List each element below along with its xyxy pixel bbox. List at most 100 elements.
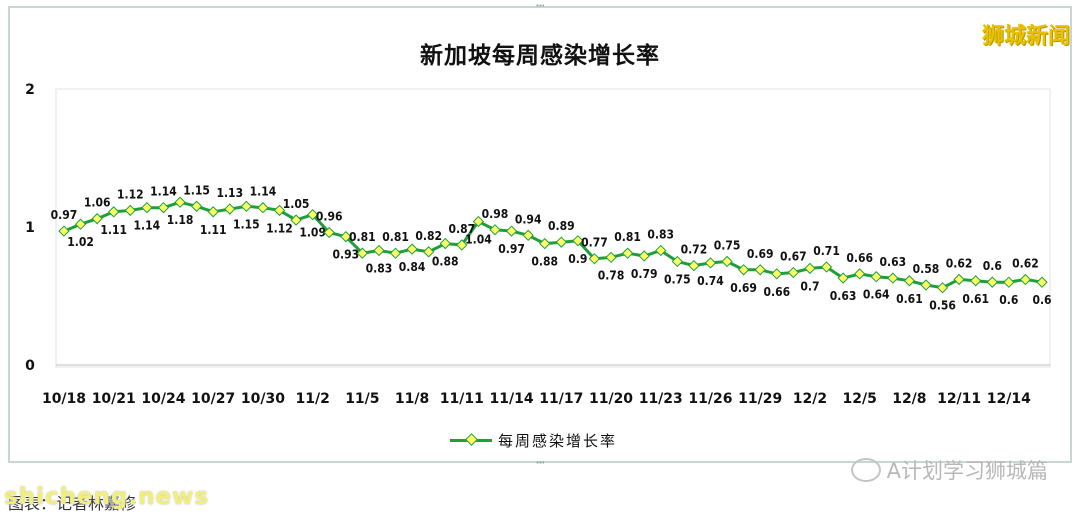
- x-tick-label: 12/8: [892, 391, 926, 407]
- x-tick-label: 10/18: [42, 391, 86, 407]
- data-label: 0.6: [983, 259, 1002, 273]
- data-label: 0.63: [830, 289, 857, 303]
- data-label: 0.69: [730, 281, 757, 295]
- x-tick-label: 10/24: [141, 391, 185, 407]
- data-label: 0.81: [382, 230, 409, 244]
- data-label: 1.15: [233, 217, 260, 231]
- data-label: 0.9: [568, 252, 587, 266]
- x-tick-label: 12/14: [987, 391, 1031, 407]
- data-point: [340, 231, 352, 243]
- x-tick-label: 11/8: [395, 391, 429, 407]
- data-point: [787, 266, 799, 279]
- data-point: [837, 272, 849, 284]
- data-label: 1.02: [67, 235, 94, 249]
- data-label: 0.88: [432, 255, 459, 269]
- data-point: [621, 247, 634, 259]
- data-point: [555, 236, 567, 248]
- data-point: [1036, 276, 1048, 288]
- data-point: [771, 268, 783, 280]
- data-point: [257, 202, 269, 214]
- data-point: [141, 202, 153, 214]
- x-tick-label: 11/11: [440, 391, 484, 407]
- data-label: 1.12: [266, 221, 293, 235]
- data-label: 0.81: [349, 230, 376, 244]
- data-label: 0.87: [449, 222, 476, 236]
- data-label: 1.15: [183, 183, 210, 197]
- data-label: 0.75: [714, 239, 741, 253]
- data-point: [190, 200, 203, 212]
- data-point: [671, 255, 683, 268]
- data-point: [655, 244, 667, 257]
- brand-logo-text: 狮城新闻: [981, 24, 1070, 49]
- legend-label: 每周感染增长率: [498, 432, 618, 450]
- source-watermark: A计划学习狮城篇: [850, 455, 1048, 485]
- data-label: 1.09: [299, 226, 326, 240]
- data-point: [638, 250, 650, 262]
- data-label: 0.74: [697, 274, 724, 288]
- data-point: [688, 259, 700, 272]
- data-point: [820, 261, 833, 273]
- data-point: [207, 206, 219, 218]
- x-tick-label: 10/30: [241, 391, 285, 407]
- data-label: 0.62: [946, 256, 973, 270]
- data-point: [588, 253, 601, 265]
- data-point: [721, 255, 733, 268]
- data-point: [920, 279, 932, 291]
- source-watermark-text: A计划学习狮城篇: [886, 459, 1048, 483]
- x-tick-label: 12/2: [793, 391, 827, 407]
- data-label: 0.66: [846, 251, 873, 265]
- data-point: [224, 203, 236, 215]
- data-point: [1019, 273, 1032, 286]
- data-point: [505, 225, 518, 237]
- data-label: 0.56: [929, 299, 956, 313]
- data-label: 0.75: [664, 273, 691, 287]
- data-label: 0.7: [800, 279, 819, 293]
- data-point: [539, 237, 551, 250]
- data-point: [157, 201, 170, 214]
- data-label: 0.64: [863, 288, 890, 302]
- plot-area: [55, 88, 1051, 368]
- data-label: 0.98: [482, 207, 509, 221]
- data-label: 1.13: [216, 186, 243, 200]
- data-point: [804, 262, 816, 275]
- data-point: [472, 215, 485, 228]
- data-point: [273, 204, 286, 217]
- wechat-icon: [850, 458, 881, 482]
- x-tick-label: 11/20: [589, 391, 633, 407]
- data-point: [456, 239, 468, 251]
- data-label: 0.81: [614, 230, 641, 244]
- data-label: 0.6: [1032, 293, 1051, 307]
- data-point: [1003, 276, 1015, 288]
- legend-line-marker-icon: [450, 439, 492, 442]
- data-label: 0.66: [763, 285, 790, 299]
- data-point: [108, 206, 120, 218]
- chart-title: 新加坡每周感染增长率: [420, 43, 660, 69]
- x-tick-label: 11/14: [490, 391, 534, 407]
- data-point: [522, 229, 534, 241]
- y-tick-label: 1: [25, 220, 35, 236]
- data-point: [903, 275, 916, 287]
- data-point: [489, 224, 501, 236]
- data-label: 1.04: [465, 232, 492, 246]
- data-label: 0.89: [548, 219, 575, 233]
- data-point: [605, 251, 617, 264]
- data-point: [422, 246, 435, 258]
- data-label: 0.83: [366, 261, 393, 275]
- data-point: [870, 271, 882, 283]
- data-label: 1.06: [84, 196, 111, 210]
- data-point: [240, 200, 252, 212]
- data-label: 0.88: [531, 255, 558, 269]
- data-point: [124, 204, 136, 217]
- data-point: [306, 208, 319, 221]
- data-point: [953, 273, 965, 286]
- data-label: 0.97: [51, 208, 78, 222]
- data-point: [986, 276, 998, 288]
- data-label: 0.71: [813, 244, 840, 258]
- x-tick-label: 10/27: [191, 391, 235, 407]
- data-point: [91, 213, 103, 225]
- data-point: [936, 282, 949, 294]
- x-tick-label: 12/11: [937, 391, 981, 407]
- data-point: [174, 196, 186, 208]
- data-point: [356, 247, 369, 259]
- data-point: [854, 268, 866, 280]
